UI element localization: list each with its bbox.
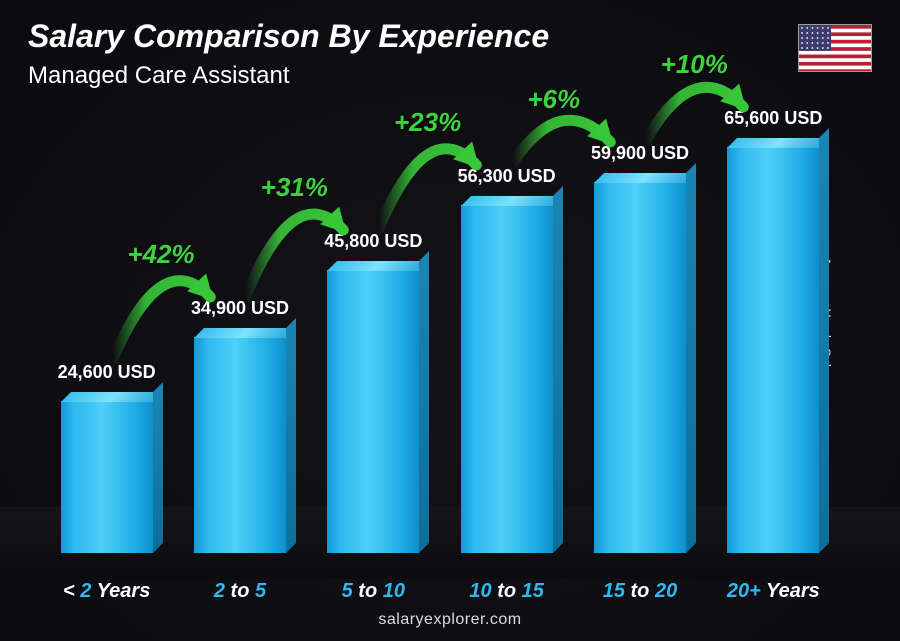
pct-increase-label: +31% bbox=[261, 172, 328, 203]
chart-title: Salary Comparison By Experience bbox=[28, 18, 549, 55]
chart-subtitle: Managed Care Assistant bbox=[28, 62, 289, 90]
category-label: 20+ Years bbox=[707, 580, 840, 603]
category-label: 5 to 10 bbox=[307, 580, 440, 603]
pct-increase-label: +10% bbox=[661, 49, 728, 80]
us-flag-icon bbox=[798, 24, 872, 72]
category-label: 15 to 20 bbox=[573, 580, 706, 603]
bar-group: 24,600 USD bbox=[40, 120, 173, 553]
category-label: 10 to 15 bbox=[440, 580, 573, 603]
category-label: < 2 Years bbox=[40, 580, 173, 603]
pct-increase-label: +23% bbox=[394, 107, 461, 138]
pct-increase-label: +6% bbox=[527, 84, 580, 115]
bar bbox=[194, 337, 286, 553]
bar-value-label: 65,600 USD bbox=[693, 108, 853, 129]
bar-group: 59,900 USD bbox=[573, 120, 706, 553]
category-axis: < 2 Years2 to 55 to 1010 to 1515 to 2020… bbox=[40, 571, 840, 611]
bar bbox=[727, 147, 819, 553]
bar-value-label: 56,300 USD bbox=[427, 166, 587, 187]
footer-credit: salaryexplorer.com bbox=[0, 611, 900, 629]
bar-value-label: 45,800 USD bbox=[293, 231, 453, 252]
category-label: 2 to 5 bbox=[173, 580, 306, 603]
bar bbox=[594, 182, 686, 553]
bar-value-label: 24,600 USD bbox=[27, 362, 187, 383]
bar bbox=[61, 401, 153, 553]
bar-group: 65,600 USD bbox=[707, 120, 840, 553]
infographic-canvas: Salary Comparison By Experience Managed … bbox=[0, 0, 900, 641]
bar-chart: 24,600 USD34,900 USD45,800 USD56,300 USD… bbox=[40, 120, 840, 553]
pct-increase-label: +42% bbox=[127, 239, 194, 270]
bar-value-label: 34,900 USD bbox=[160, 298, 320, 319]
bar bbox=[327, 270, 419, 553]
bar-group: 56,300 USD bbox=[440, 120, 573, 553]
bar bbox=[461, 205, 553, 553]
